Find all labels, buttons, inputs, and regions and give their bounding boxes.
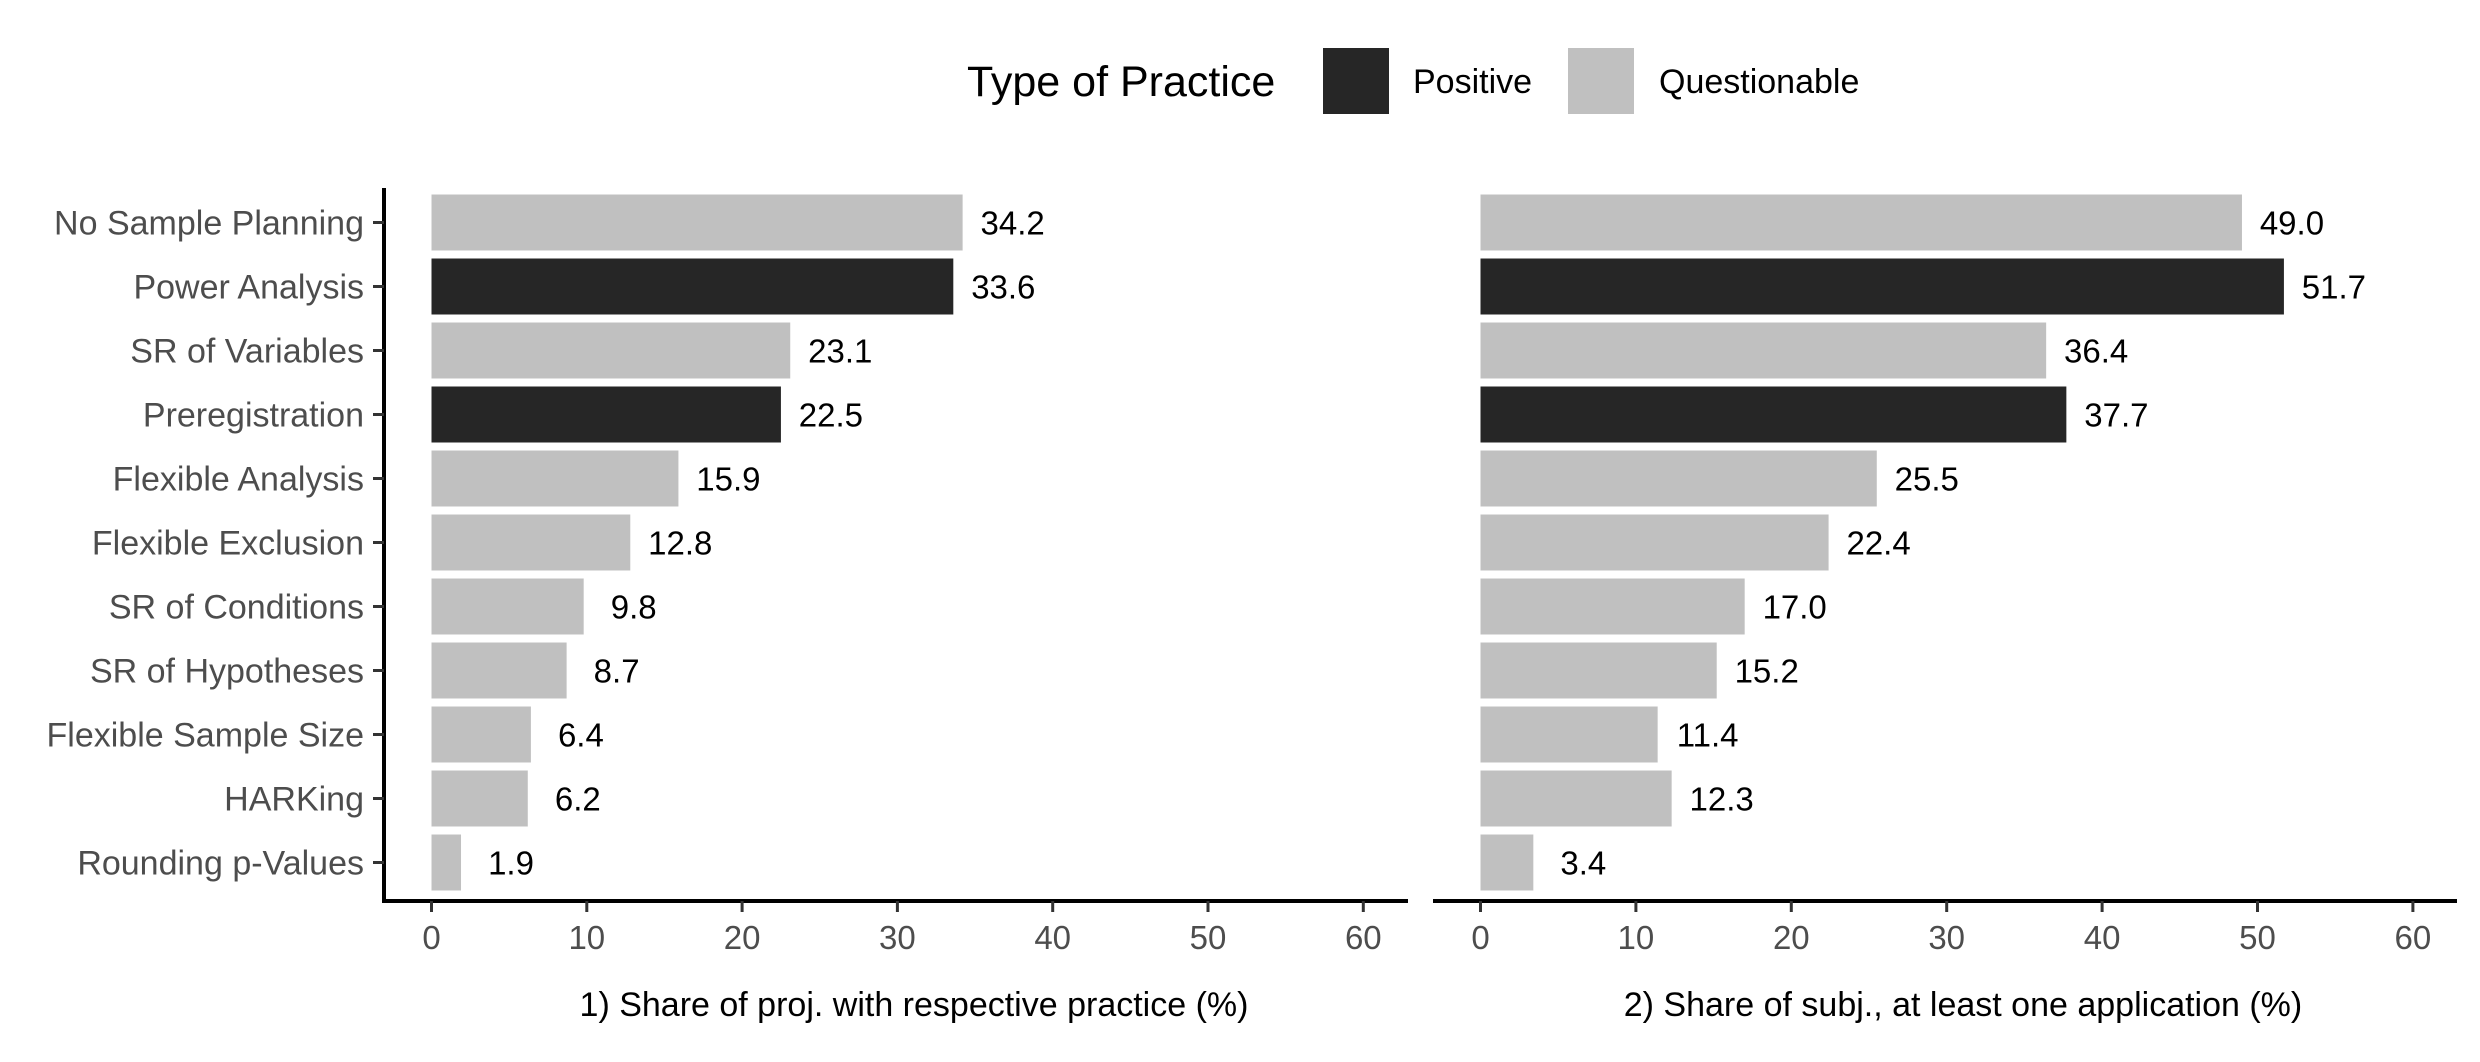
x-tick-label: 10 — [568, 919, 605, 956]
legend-label-positive: Positive — [1413, 63, 1532, 101]
legend-swatch-questionable — [1568, 48, 1634, 114]
x-axis-title: 2) Share of subj., at least one applicat… — [1624, 986, 2303, 1024]
bar-sr-of-hypotheses — [431, 642, 567, 699]
data-label-harking: 6.2 — [555, 781, 601, 818]
x-tick-label: 20 — [724, 919, 761, 956]
bar-power-analysis — [1480, 258, 2284, 315]
x-tick-label: 30 — [879, 919, 916, 956]
category-label-sr-of-conditions: SR of Conditions — [109, 589, 364, 627]
category-label-no-sample-planning: No Sample Planning — [54, 205, 364, 243]
data-label-sr-of-variables: 36.4 — [2064, 333, 2128, 370]
legend-title: Type of Practice — [967, 58, 1275, 106]
category-label-sr-of-variables: SR of Variables — [130, 333, 364, 371]
bar-harking — [1480, 770, 1672, 827]
bar-flexible-sample-size — [1480, 706, 1658, 763]
data-label-sr-of-conditions: 17.0 — [1763, 589, 1827, 626]
data-label-flexible-exclusion: 12.8 — [648, 525, 712, 562]
x-tick-label: 50 — [2239, 919, 2276, 956]
panel-subject-share: 0 10 20 30 40 50 60 2) Share of subj., at least… — [1433, 194, 2457, 1024]
x-tick-label: 0 — [422, 919, 440, 956]
bar-flexible-exclusion — [1480, 514, 1829, 571]
x-tick-label: 0 — [1471, 919, 1489, 956]
bar-no-sample-planning — [431, 194, 963, 251]
legend-label-questionable: Questionable — [1659, 63, 1859, 101]
x-tick-label: 40 — [2084, 919, 2121, 956]
bar-no-sample-planning — [1480, 194, 2242, 251]
bar-rounding-p-values — [431, 834, 462, 891]
x-tick-label: 10 — [1618, 919, 1655, 956]
data-label-no-sample-planning: 49.0 — [2260, 205, 2324, 242]
panel-project-share: 0 10 20 30 40 50 60 1) Share of proj. with resp… — [47, 188, 1408, 1024]
bar-sr-of-conditions — [1480, 578, 1745, 635]
bar-preregistration — [431, 386, 781, 443]
category-label-power-analysis: Power Analysis — [133, 269, 364, 307]
category-label-flexible-exclusion: Flexible Exclusion — [92, 525, 364, 563]
data-label-harking: 12.3 — [1690, 781, 1754, 818]
data-label-flexible-sample-size: 11.4 — [1677, 717, 1739, 754]
x-tick-label: 40 — [1034, 919, 1071, 956]
bar-preregistration — [1480, 386, 2067, 443]
category-label-flexible-analysis: Flexible Analysis — [113, 461, 364, 499]
data-label-flexible-sample-size: 6.4 — [558, 717, 604, 754]
bar-harking — [431, 770, 528, 827]
category-label-preregistration: Preregistration — [143, 397, 364, 435]
x-tick-label: 30 — [1928, 919, 1965, 956]
data-label-rounding-p-values: 1.9 — [488, 845, 534, 882]
data-label-sr-of-conditions: 9.8 — [611, 589, 657, 626]
data-label-power-analysis: 33.6 — [971, 269, 1035, 306]
category-label-rounding-p-values: Rounding p-Values — [77, 845, 364, 883]
bar-power-analysis — [431, 258, 954, 315]
bar-rounding-p-values — [1480, 834, 1534, 891]
legend: Type of Practice Positive Questionable — [967, 48, 1859, 114]
bar-sr-of-hypotheses — [1480, 642, 1717, 699]
category-label-sr-of-hypotheses: SR of Hypotheses — [90, 653, 364, 691]
data-label-rounding-p-values: 3.4 — [1560, 845, 1606, 882]
legend-swatch-positive — [1323, 48, 1389, 114]
bar-flexible-analysis — [431, 450, 679, 507]
bar-sr-of-variables — [431, 322, 791, 379]
bar-sr-of-conditions — [431, 578, 584, 635]
data-label-preregistration: 37.7 — [2084, 397, 2148, 434]
x-tick-label: 50 — [1190, 919, 1227, 956]
category-label-flexible-sample-size: Flexible Sample Size — [47, 717, 364, 755]
bar-flexible-analysis — [1480, 450, 1877, 507]
data-label-sr-of-hypotheses: 15.2 — [1735, 653, 1799, 690]
category-label-harking: HARKing — [224, 781, 364, 819]
bar-flexible-exclusion — [431, 514, 631, 571]
data-label-flexible-analysis: 15.9 — [696, 461, 760, 498]
data-label-flexible-analysis: 25.5 — [1895, 461, 1959, 498]
data-label-flexible-exclusion: 22.4 — [1846, 525, 1910, 562]
data-label-power-analysis: 51.7 — [2302, 269, 2366, 306]
x-axis-title: 1) Share of proj. with respective practi… — [580, 986, 1249, 1024]
data-label-sr-of-variables: 23.1 — [808, 333, 872, 370]
x-tick-label: 60 — [1345, 919, 1382, 956]
x-tick-label: 20 — [1773, 919, 1810, 956]
bar-flexible-sample-size — [431, 706, 531, 763]
data-label-no-sample-planning: 34.2 — [981, 205, 1045, 242]
data-label-preregistration: 22.5 — [799, 397, 863, 434]
bar-sr-of-variables — [1480, 322, 2047, 379]
data-label-sr-of-hypotheses: 8.7 — [594, 653, 640, 690]
x-tick-label: 60 — [2395, 919, 2432, 956]
